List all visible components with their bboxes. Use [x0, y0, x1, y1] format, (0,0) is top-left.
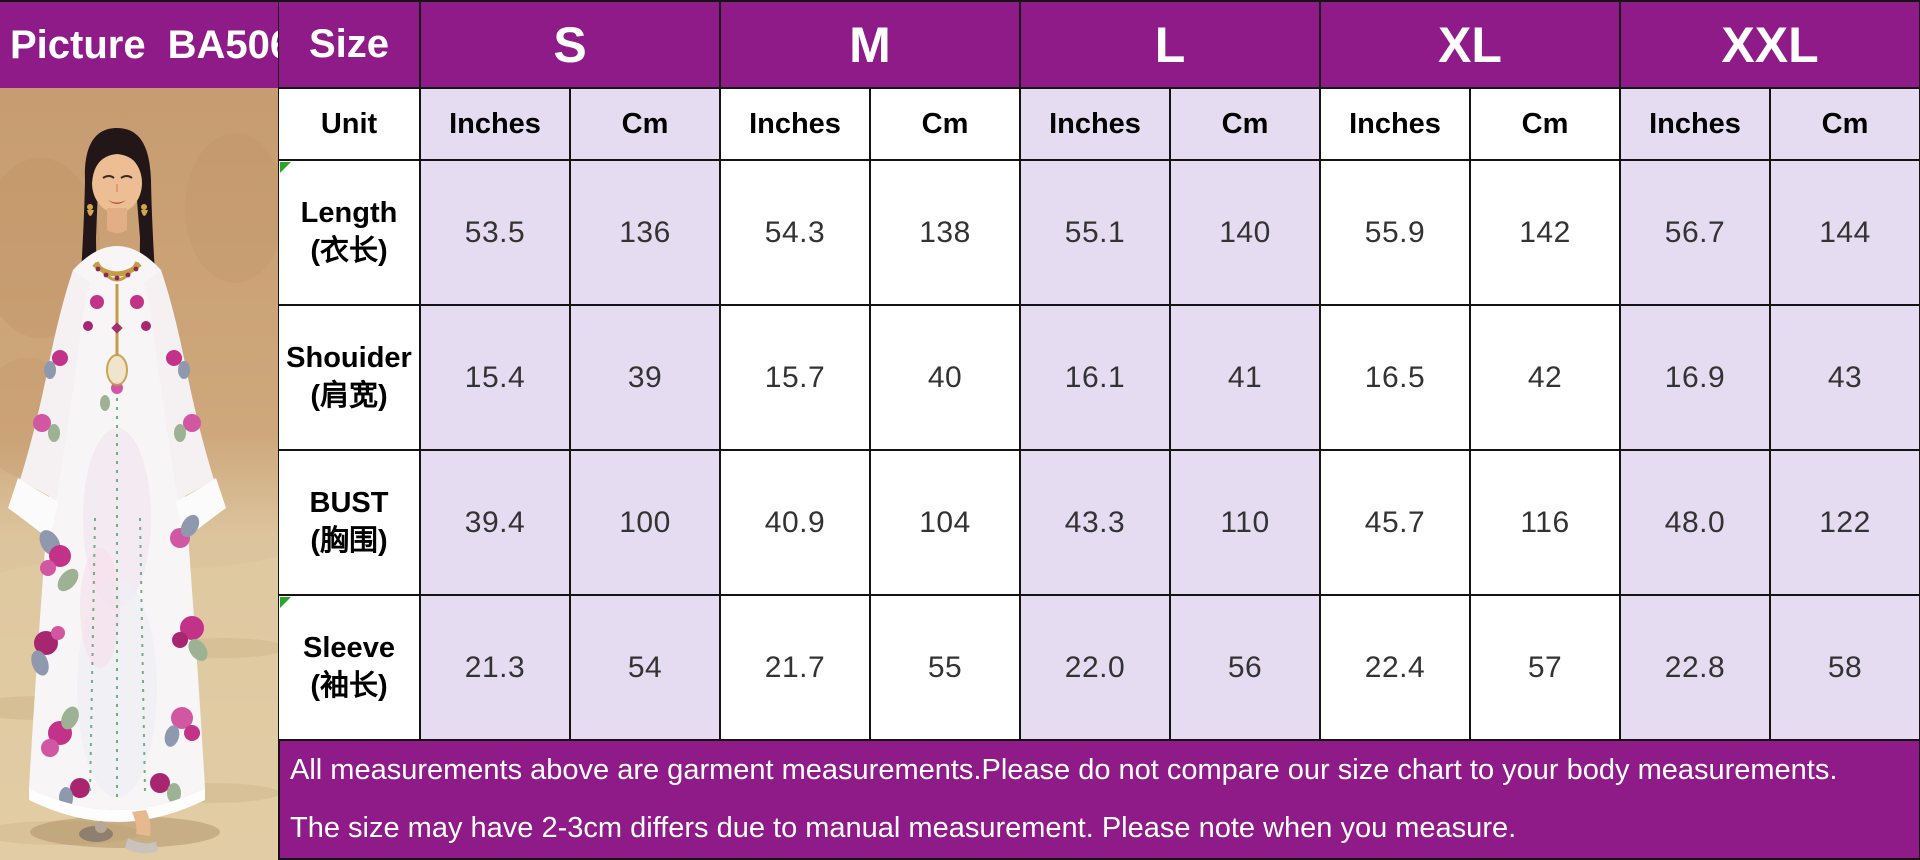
unit-cell: Cm — [1470, 88, 1620, 160]
measurement-cell: 110 — [1170, 450, 1320, 595]
measurement-cell: 40.9 — [720, 450, 870, 595]
unit-cell: Cm — [870, 88, 1020, 160]
unit-cell: Inches — [720, 88, 870, 160]
measurement-cell: 21.3 — [420, 595, 570, 740]
notes-footer: All measurements above are garment measu… — [278, 740, 1920, 860]
measurement-cell: 40 — [870, 305, 1020, 450]
measurement-cell: 55.9 — [1320, 160, 1470, 305]
unit-cell: Inches — [1320, 88, 1470, 160]
row-label-length: Length (衣长) — [278, 160, 420, 305]
table-row-sleeve: Sleeve (袖长) 21.3 54 21.7 55 22.0 56 22.4… — [278, 595, 1920, 740]
note-line-1: All measurements above are garment measu… — [290, 754, 1838, 786]
measurement-cell: 100 — [570, 450, 720, 595]
row-label-shoulder: Shouider (肩宽) — [278, 305, 420, 450]
measurement-cell: 15.7 — [720, 305, 870, 450]
row-label-zh: (肩宽) — [310, 379, 388, 412]
measurement-cell: 22.0 — [1020, 595, 1170, 740]
measurement-cell: 138 — [870, 160, 1020, 305]
size-header-xxl: XXL — [1620, 0, 1920, 88]
size-header-xl: XL — [1320, 0, 1620, 88]
size-header-l: L — [1020, 0, 1320, 88]
measurement-cell: 16.1 — [1020, 305, 1170, 450]
measurement-cell: 104 — [870, 450, 1020, 595]
row-label-zh: (袖长) — [310, 669, 388, 702]
measurement-cell: 54.3 — [720, 160, 870, 305]
picture-header: Picture BA5065 — [0, 0, 314, 88]
unit-cell: Inches — [420, 88, 570, 160]
size-table: Size S M L XL XXL Unit Inches Cm Inches … — [278, 0, 1920, 860]
row-label-sleeve: Sleeve (袖长) — [278, 595, 420, 740]
unit-cell: Inches — [1020, 88, 1170, 160]
product-photo — [0, 88, 278, 860]
measurement-cell: 16.9 — [1620, 305, 1770, 450]
measurement-cell: 45.7 — [1320, 450, 1470, 595]
measurement-cell: 57 — [1470, 595, 1620, 740]
measurement-cell: 58 — [1770, 595, 1920, 740]
unit-cell: Inches — [1620, 88, 1770, 160]
measurement-cell: 55.1 — [1020, 160, 1170, 305]
measurement-cell: 16.5 — [1320, 305, 1470, 450]
row-label-bust: BUST (胸围) — [278, 450, 420, 595]
picture-label: Picture — [10, 22, 146, 67]
unit-row: Unit Inches Cm Inches Cm Inches Cm Inche… — [278, 88, 1920, 160]
measurement-cell: 39 — [570, 305, 720, 450]
measurement-cell: 55 — [870, 595, 1020, 740]
measurement-cell: 140 — [1170, 160, 1320, 305]
picture-column: Picture BA5065 — [0, 0, 314, 860]
row-label-en: Shouider — [286, 341, 412, 374]
size-header-row: Size S M L XL XXL — [278, 0, 1920, 88]
measurement-cell: 22.4 — [1320, 595, 1470, 740]
row-label-en: Length — [300, 196, 398, 229]
note-line-2: The size may have 2-3cm differs due to m… — [290, 812, 1517, 844]
size-column-header: Size — [278, 0, 420, 88]
measurement-cell: 56.7 — [1620, 160, 1770, 305]
unit-cell: Cm — [1770, 88, 1920, 160]
size-header-s: S — [420, 0, 720, 88]
unit-row-label: Unit — [278, 88, 420, 160]
model-illustration — [0, 88, 278, 860]
measurement-cell: 22.8 — [1620, 595, 1770, 740]
measurement-cell: 53.5 — [420, 160, 570, 305]
measurement-cell: 56 — [1170, 595, 1320, 740]
measurement-cell: 48.0 — [1620, 450, 1770, 595]
row-label-en: Sleeve — [303, 631, 395, 664]
measurement-cell: 136 — [570, 160, 720, 305]
measurement-cell: 42 — [1470, 305, 1620, 450]
row-label-zh: (胸围) — [310, 524, 388, 557]
measurement-cell: 43.3 — [1020, 450, 1170, 595]
unit-cell: Cm — [1170, 88, 1320, 160]
measurement-cell: 144 — [1770, 160, 1920, 305]
measurement-cell: 15.4 — [420, 305, 570, 450]
row-label-en: BUST — [309, 486, 389, 519]
measurement-cell: 142 — [1470, 160, 1620, 305]
table-row-length: Length (衣长) 53.5 136 54.3 138 55.1 140 5… — [278, 160, 1920, 305]
size-header-m: M — [720, 0, 1020, 88]
measurement-cell: 43 — [1770, 305, 1920, 450]
table-row-shoulder: Shouider (肩宽) 15.4 39 15.7 40 16.1 41 16… — [278, 305, 1920, 450]
measurement-cell: 41 — [1170, 305, 1320, 450]
table-row-bust: BUST (胸围) 39.4 100 40.9 104 43.3 110 45.… — [278, 450, 1920, 595]
unit-cell: Cm — [570, 88, 720, 160]
measurement-cell: 21.7 — [720, 595, 870, 740]
measurement-cell: 54 — [570, 595, 720, 740]
row-label-zh: (衣长) — [310, 234, 388, 267]
measurement-cell: 116 — [1470, 450, 1620, 595]
measurement-cell: 122 — [1770, 450, 1920, 595]
measurement-cell: 39.4 — [420, 450, 570, 595]
